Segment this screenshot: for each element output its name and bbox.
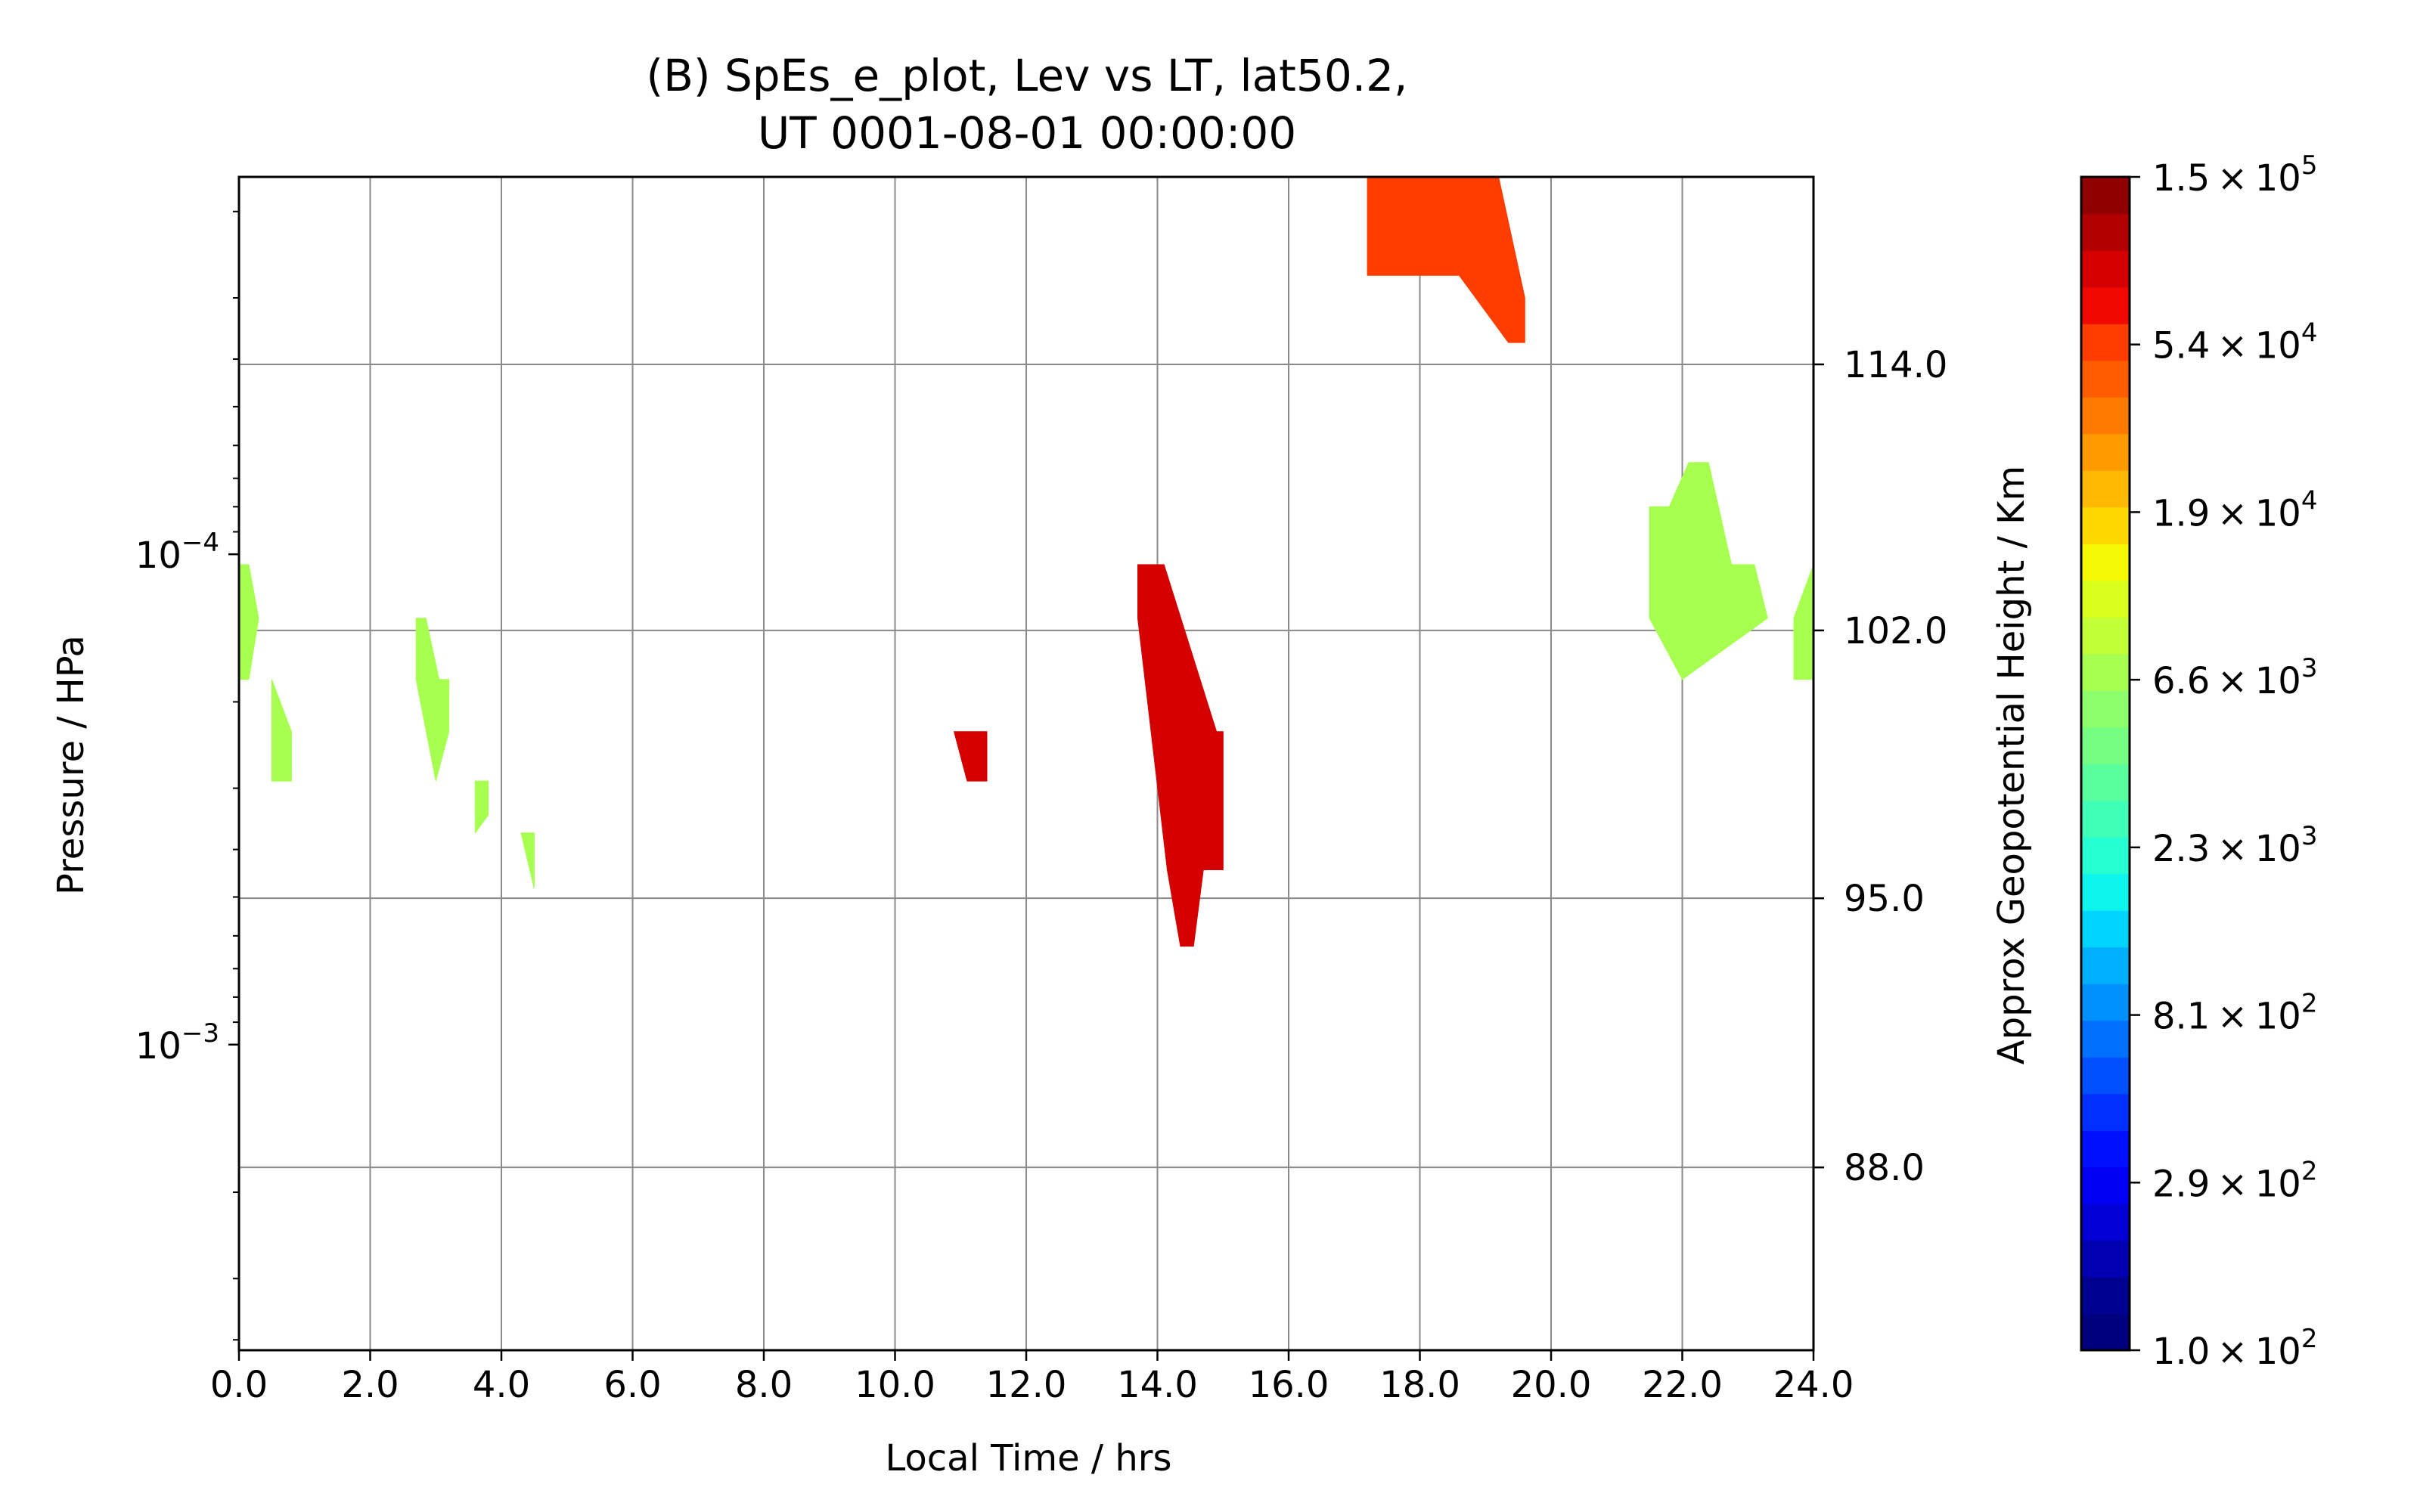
x-tick-label: 6.0 [603,1364,661,1406]
colorbar-segment [2081,800,2130,838]
x-tick-label: 4.0 [473,1364,530,1406]
y-axis-left: 10−4 10−3 [135,210,239,1341]
y-axis-right: 114.0 102.0 95.0 88.0 [1813,344,1947,1189]
contour-region [474,780,489,835]
y-axis-label-left: Pressure / HPa [50,635,92,895]
colorbar-segment [2081,1313,2130,1351]
colorbar-tick-label: 1.5 × 105 [2152,150,2317,200]
colorbar-segment [2081,1277,2130,1315]
x-tick-label: 16.0 [1249,1364,1329,1406]
colorbar-tick-label: 2.9 × 102 [2152,1156,2317,1205]
contour-region [415,618,450,782]
contour-region [1367,176,1525,343]
colorbar-segment [2081,287,2130,324]
x-tick-label: 0.0 [210,1364,268,1406]
contour-region [1793,564,1814,680]
y-left-tick-label: 10−4 [135,528,219,577]
colorbar-segment [2081,324,2130,361]
colorbar-segment [2081,1167,2130,1204]
colorbar-segment [2081,617,2130,655]
colorbar-segment [2081,984,2130,1021]
x-tick-label: 10.0 [855,1364,935,1406]
contour-region [238,564,259,680]
contour-region [520,832,535,889]
colorbar-segment [2081,727,2130,764]
colorbar-segment [2081,433,2130,471]
colorbar-segment [2081,873,2130,911]
x-tick-label: 8.0 [735,1364,793,1406]
colorbar-segment [2081,764,2130,801]
x-tick-label: 20.0 [1511,1364,1592,1406]
colorbar-segment [2081,507,2130,544]
x-axis-label: Local Time / hrs [886,1437,1172,1479]
colorbar-tick-label: 8.1 × 102 [2152,989,2317,1038]
y-left-tick-label: 10−3 [135,1018,219,1067]
contour-region [1649,462,1768,680]
colorbar-segment [2081,1057,2130,1095]
colorbar-segment [2081,910,2130,948]
y-right-tick-label: 95.0 [1844,878,1925,920]
colorbar-segment [2081,250,2130,288]
x-tick-label: 22.0 [1642,1364,1723,1406]
x-tick-label: 12.0 [986,1364,1067,1406]
chart-title-line-1: (B) SpEs_e_plot, Lev vs LT, lat50.2, [646,50,1407,101]
colorbar-tick-label: 5.4 × 104 [2152,318,2317,367]
colorbar: 1.0 × 102 2.9 × 102 8.1 × 102 2.3 × 103 6.6 … [2080,150,2317,1373]
colorbar-segment [2081,1204,2130,1241]
colorbar-tick-label: 1.9 × 104 [2152,485,2317,534]
colorbar-segment [2081,177,2130,215]
colorbar-segment [2081,1020,2130,1058]
colorbar-segment [2081,1093,2130,1131]
colorbar-tick-label: 2.3 × 103 [2152,821,2317,870]
x-tick-label: 24.0 [1773,1364,1854,1406]
colorbar-segment [2081,470,2130,508]
colorbar-segment [2081,213,2130,251]
chart-title-line-2: UT 0001-08-01 00:00:00 [758,107,1296,159]
colorbar-segment [2081,544,2130,581]
colorbar-segment [2081,397,2130,435]
x-tick-label: 14.0 [1117,1364,1198,1406]
colorbar-segment [2081,690,2130,728]
contour-region [1137,564,1224,947]
plot-area [237,175,1815,1352]
contour-region [953,731,988,782]
colorbar-frame [2080,175,2131,1352]
colorbar-tick-label: 6.6 × 103 [2152,653,2317,702]
y-right-tick-label: 88.0 [1844,1147,1925,1189]
colorbar-segment [2081,653,2130,691]
y-right-tick-label: 114.0 [1844,344,1947,386]
y-right-tick-label: 102.0 [1844,610,1947,652]
x-tick-label: 18.0 [1379,1364,1460,1406]
x-axis: 0.0 2.0 4.0 6.0 8.0 10.0 12.0 14.0 16.0 18.0 20.0 2… [210,1350,1854,1406]
colorbar-tick-label: 1.0 × 102 [2152,1324,2317,1373]
x-tick-label: 2.0 [341,1364,399,1406]
colorbar-segment [2081,947,2130,984]
colorbar-segment [2081,837,2130,875]
contour-region [271,679,292,782]
y-axis-label-right: Approx Geopotential Height / Km [1990,466,2033,1064]
colorbar-segment [2081,1130,2130,1168]
colorbar-segment [2081,580,2130,618]
colorbar-segment [2081,360,2130,398]
colorbar-segment [2081,1240,2130,1278]
